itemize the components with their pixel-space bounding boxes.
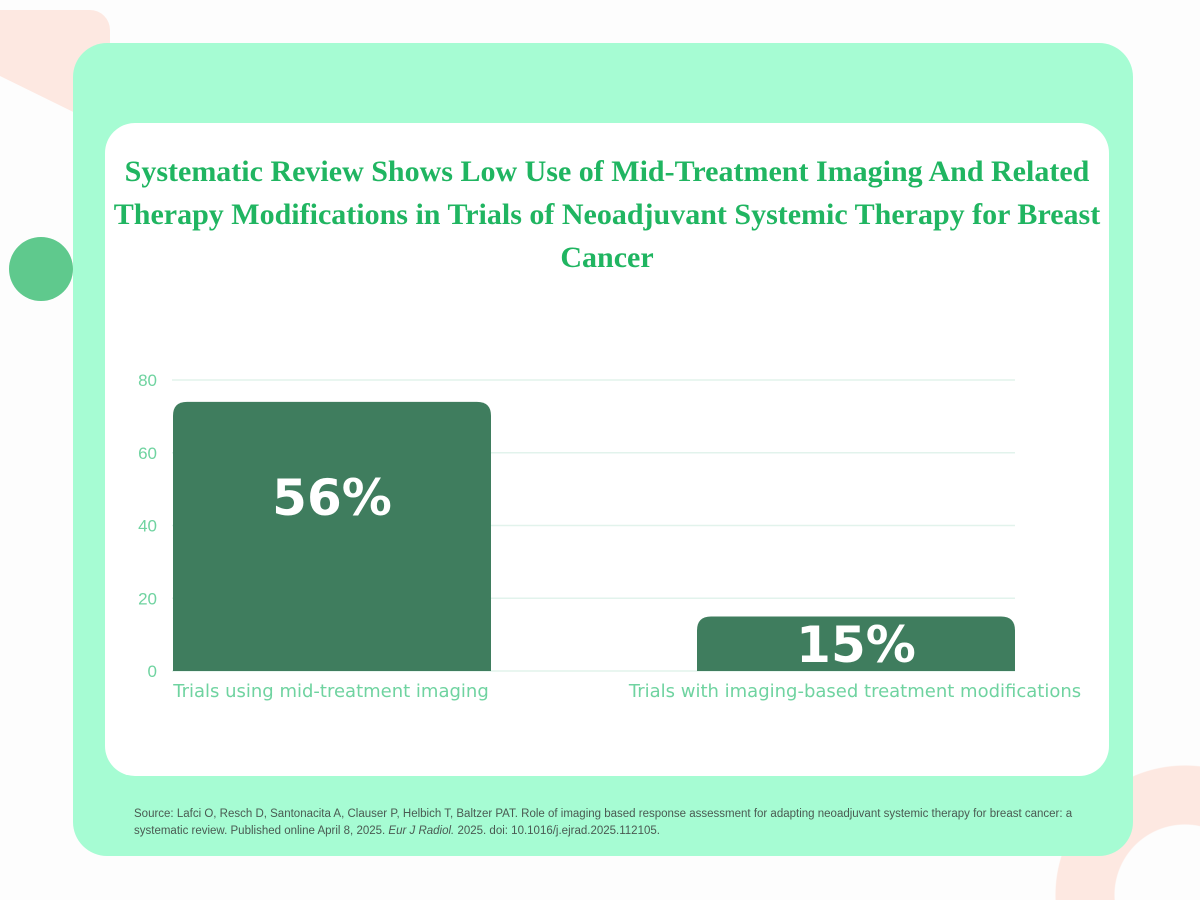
source-citation: Source: Lafci O, Resch D, Santonacita A,… xyxy=(134,806,1094,840)
data-label: 15% xyxy=(796,616,916,674)
source-doi: 2025. doi: 10.1016/j.ejrad.2025.112105. xyxy=(454,825,660,837)
y-tick-label: 20 xyxy=(138,589,157,608)
source-journal: Eur J Radiol. xyxy=(388,825,455,837)
bar xyxy=(173,401,491,671)
decorative-circle xyxy=(9,237,73,301)
y-tick-label: 60 xyxy=(138,444,157,463)
source-text: Source: Lafci O, Resch D, Santonacita A,… xyxy=(134,808,1073,837)
y-tick-label: 40 xyxy=(138,517,157,536)
bar xyxy=(697,616,1015,671)
y-tick-label: 80 xyxy=(138,371,157,390)
chart-title: Systematic Review Shows Low Use of Mid-T… xyxy=(113,155,1101,274)
x-tick-label: Trials using mid-treatment imaging xyxy=(172,681,489,702)
y-tick-label: 0 xyxy=(148,662,157,681)
data-label: 56% xyxy=(272,469,392,527)
x-tick-label: Trials with imaging-based treatment modi… xyxy=(628,681,1081,702)
